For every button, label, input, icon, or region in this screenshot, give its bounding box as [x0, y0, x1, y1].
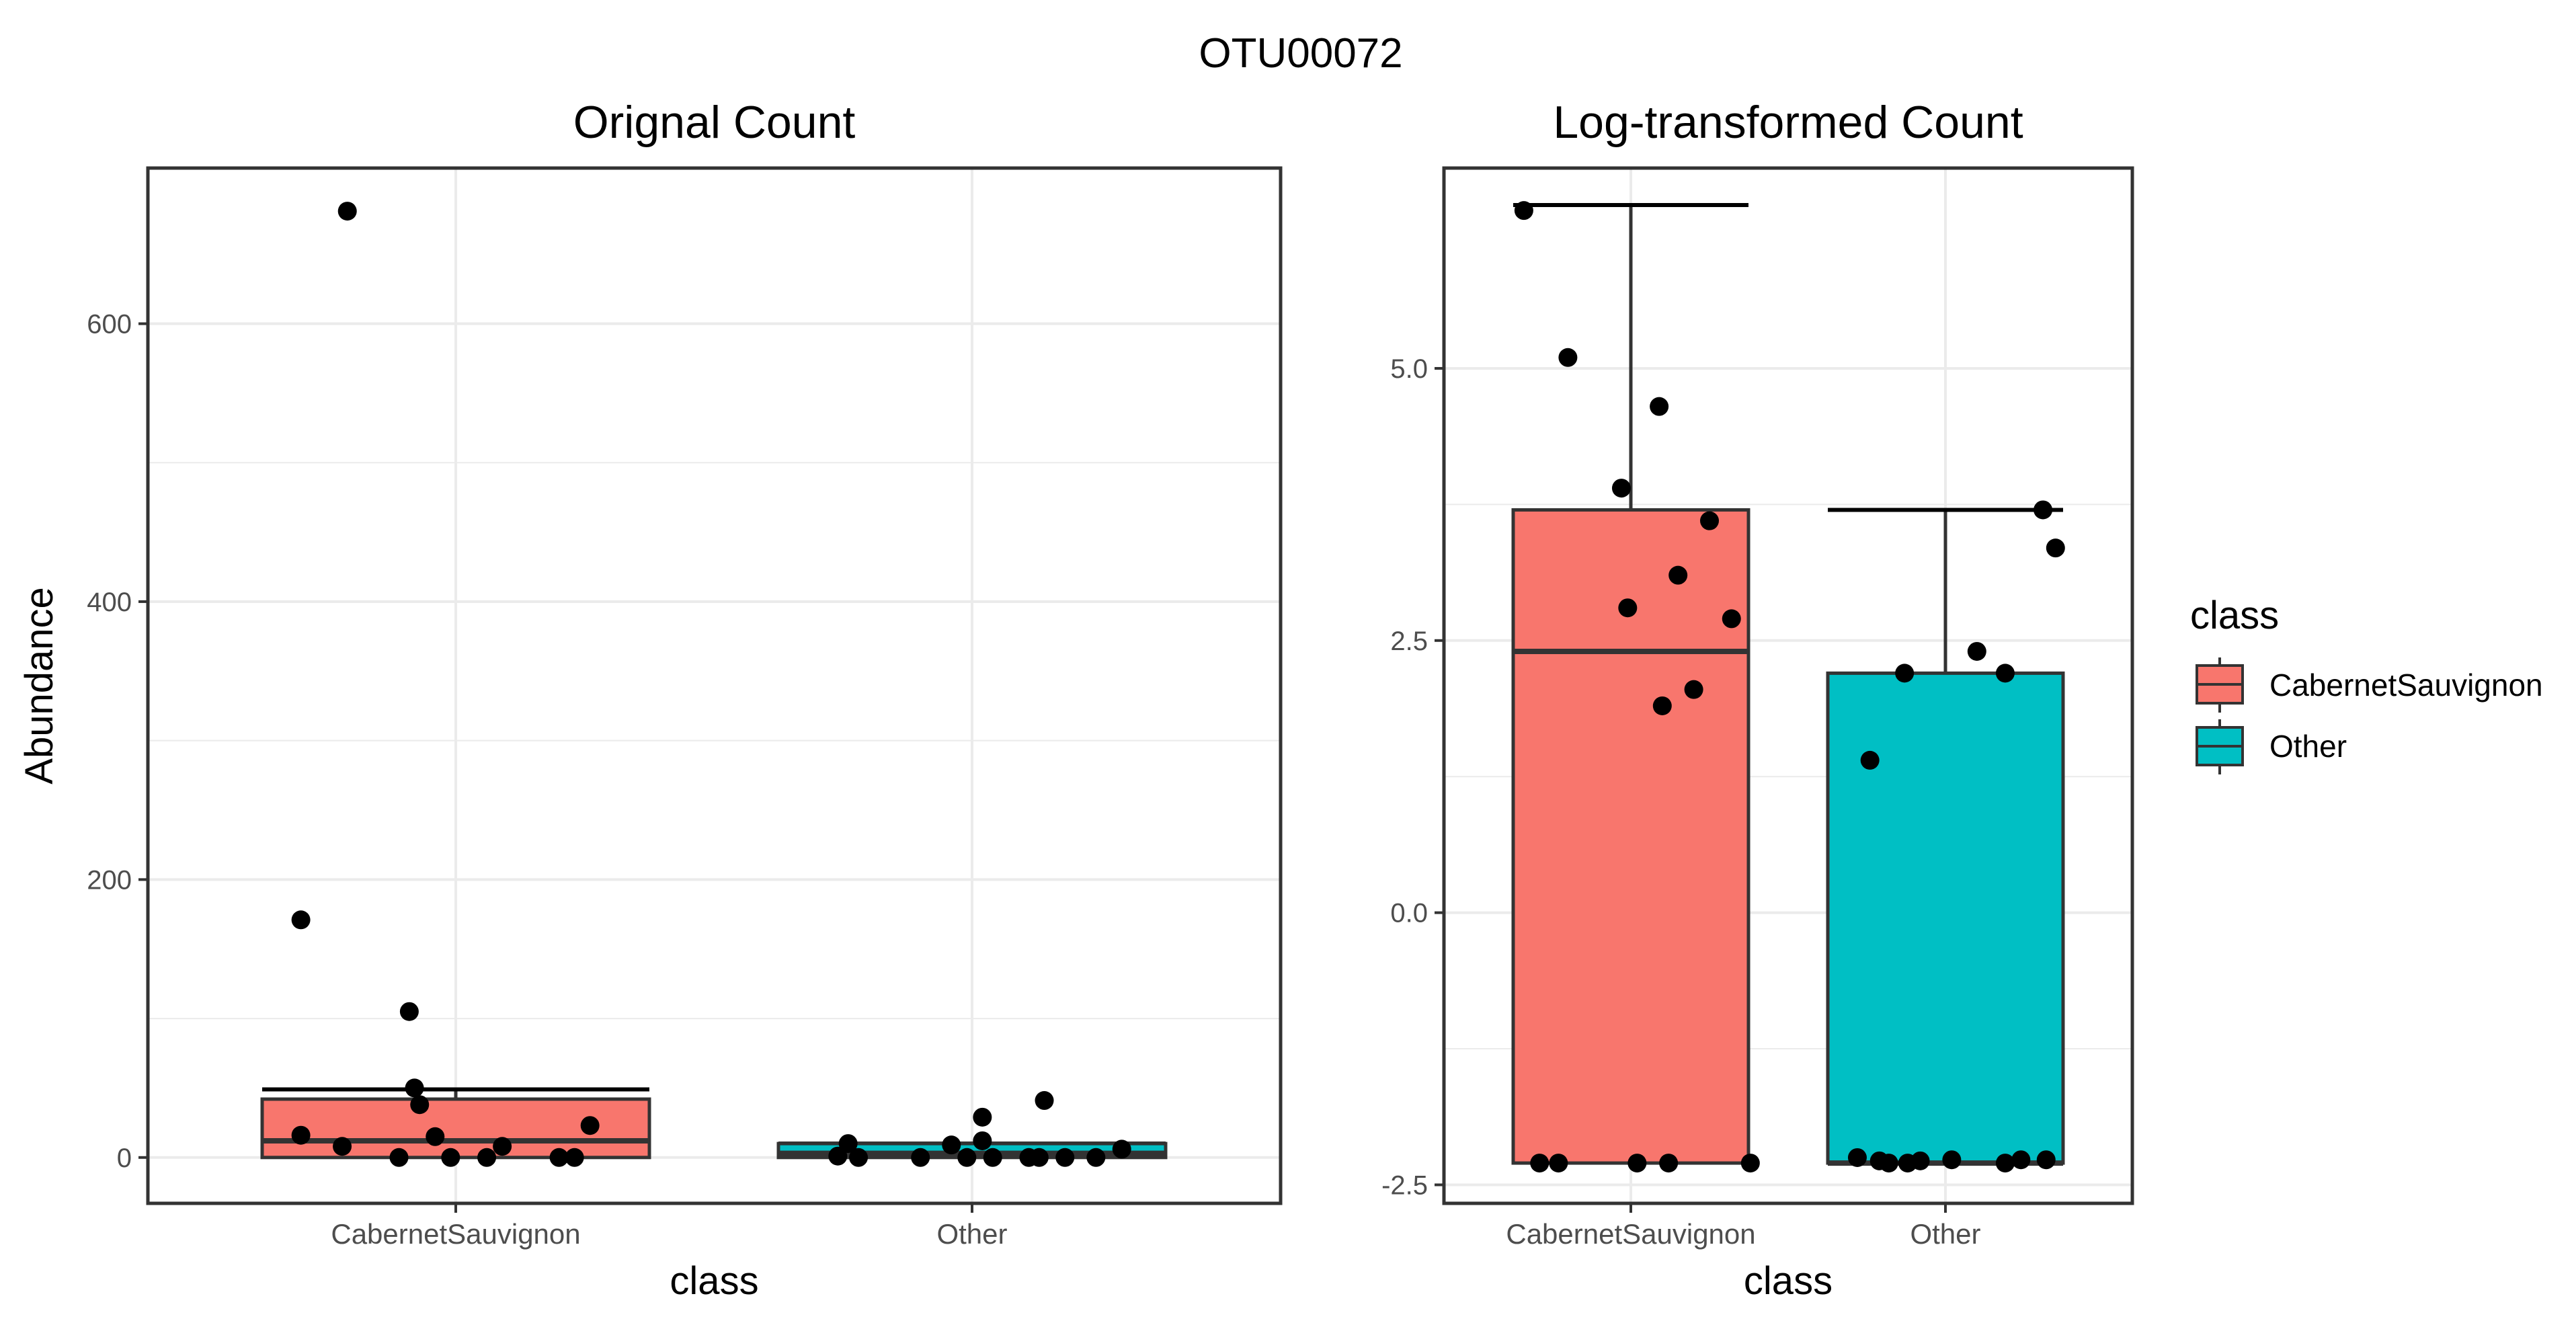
data-point	[565, 1148, 584, 1167]
data-point	[1860, 750, 1880, 770]
panel-title: Orignal Count	[573, 97, 856, 148]
y-tick-label: 0.0	[1390, 899, 1428, 928]
data-point	[1650, 397, 1669, 416]
data-point	[1847, 1148, 1867, 1167]
x-axis-label: class	[670, 1259, 758, 1303]
data-point	[1558, 348, 1578, 367]
data-point	[493, 1137, 512, 1156]
data-point	[1967, 641, 1986, 661]
y-tick-label: 600	[87, 310, 132, 339]
x-tick-label-other: Other	[936, 1218, 1007, 1250]
data-point	[2036, 1150, 2056, 1170]
legend-key-other	[2196, 719, 2244, 774]
x-tick-label-cabernetsauvignon: CabernetSauvignon	[331, 1218, 580, 1250]
points-layer	[1514, 201, 2065, 1173]
data-point	[957, 1148, 977, 1167]
x-tick-label-cabernetsauvignon: CabernetSauvignon	[1506, 1218, 1755, 1250]
data-point	[1627, 1154, 1647, 1173]
panel-background	[148, 168, 1281, 1203]
data-point	[1995, 664, 2015, 683]
panel-log-transformed-count: -2.5 0.0 2.5 5.0 CabernetSauvignon Other Log-t…	[1381, 97, 2134, 1303]
y-axis-label: Abundance	[17, 587, 61, 784]
x-tick-label-other: Other	[1910, 1218, 1980, 1250]
box-cabernetsauvignon	[1511, 203, 1750, 1165]
data-point	[1086, 1148, 1106, 1167]
data-point	[1530, 1154, 1549, 1173]
data-point	[911, 1148, 930, 1167]
data-point	[942, 1135, 961, 1155]
data-point	[838, 1134, 858, 1154]
data-point	[1895, 664, 1915, 683]
data-point	[1112, 1139, 1131, 1159]
data-point	[973, 1107, 992, 1127]
data-point	[1995, 1154, 2015, 1173]
y-tick-label: 200	[87, 865, 132, 895]
data-point	[973, 1131, 992, 1150]
legend-title: class	[2190, 594, 2279, 637]
data-point	[1879, 1154, 1898, 1173]
data-point	[1055, 1148, 1075, 1167]
data-point	[1684, 680, 1703, 699]
y-tick-label: 2.5	[1390, 627, 1428, 656]
data-point	[849, 1148, 869, 1167]
data-point	[426, 1127, 445, 1146]
data-point	[828, 1146, 848, 1166]
box-body	[1826, 671, 2065, 1165]
x-axis-label: class	[1744, 1259, 1833, 1303]
y-tick-label: 0	[117, 1144, 132, 1173]
data-point	[1549, 1154, 1568, 1173]
data-point	[580, 1116, 600, 1135]
data-point	[1942, 1150, 1962, 1170]
data-point	[1514, 201, 1533, 220]
data-point	[1652, 696, 1672, 715]
y-tick-label: 5.0	[1390, 354, 1428, 384]
data-point	[1618, 598, 1638, 618]
legend-label-cabernetsauvignon: CabernetSauvignon	[2269, 668, 2543, 703]
data-point	[2011, 1150, 2031, 1170]
data-point	[1668, 565, 1688, 585]
data-point	[399, 1002, 419, 1021]
panel-border	[146, 166, 1283, 1205]
legend-key-cabernetsauvignon	[2196, 657, 2244, 713]
y-tick-label: -2.5	[1381, 1170, 1428, 1200]
points-layer	[291, 202, 1131, 1167]
data-point	[441, 1148, 460, 1167]
panel-title: Log-transformed Count	[1553, 97, 2023, 148]
data-point	[291, 910, 311, 930]
data-point	[2034, 500, 2053, 520]
y-tick-label: 400	[87, 588, 132, 617]
data-point	[1910, 1151, 1930, 1170]
data-point	[1035, 1091, 1054, 1111]
data-point	[477, 1148, 497, 1167]
data-point	[1700, 511, 1719, 530]
data-point	[1740, 1154, 1760, 1173]
data-point	[1611, 479, 1631, 498]
data-point	[410, 1095, 430, 1115]
figure-title: OTU00072	[1199, 30, 1402, 77]
data-point	[389, 1148, 409, 1167]
data-point	[337, 202, 357, 221]
legend-label-other: Other	[2269, 729, 2347, 764]
panel-border	[1442, 166, 2134, 1205]
data-point	[405, 1078, 424, 1098]
data-point	[291, 1125, 311, 1145]
data-point	[1029, 1148, 1049, 1167]
panel-original-count: 0 200 400 600 CabernetSauvignon Other Orignal …	[17, 97, 1283, 1303]
data-point	[333, 1137, 352, 1156]
legend: class CabernetSauvignon Other	[2190, 594, 2543, 774]
data-point	[1722, 609, 1741, 629]
data-point	[1659, 1154, 1679, 1173]
data-point	[549, 1148, 569, 1167]
data-point	[2046, 538, 2065, 558]
data-point	[983, 1148, 1002, 1167]
